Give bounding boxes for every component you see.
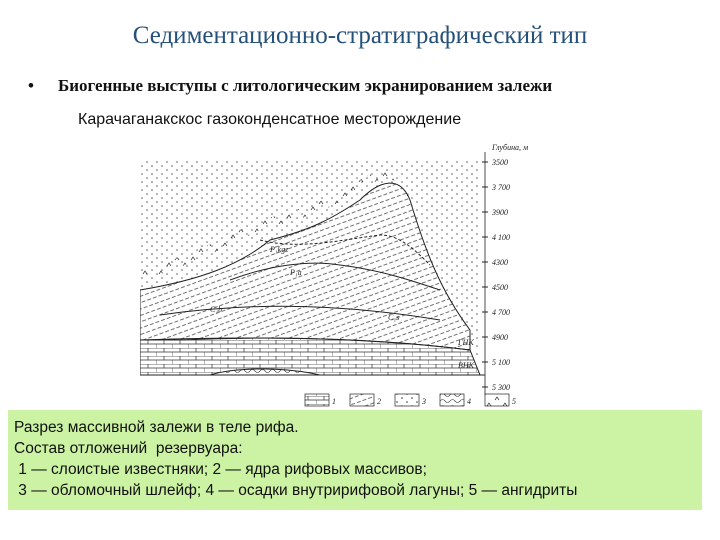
horizon [259, 234, 431, 266]
caption-line: 1 — слоистые известняки; 2 — ядра рифовы… [14, 461, 427, 478]
legend-swatch [349, 393, 375, 407]
lagoon [210, 368, 320, 375]
layer-label: ГНК [457, 338, 474, 347]
layer-label: P₁kgz [269, 245, 289, 254]
depth-label: 4300 [492, 258, 508, 267]
horizon [229, 262, 441, 291]
bullet-text: Биогенные выступы с литологическим экран… [58, 76, 553, 95]
depth-label: 3900 [491, 208, 508, 217]
depth-label: 5 100 [492, 358, 510, 367]
title: Седиментационно-стратиграфический тип [132, 22, 588, 49]
legend-number: 3 [421, 397, 426, 406]
legend-number: 2 [377, 397, 381, 406]
depth-label: 4 100 [492, 233, 510, 242]
legend-number: 5 [512, 397, 516, 406]
caption-line: Разрез массивной залежи в теле рифа. [14, 419, 299, 436]
cross-section: Глубина, м 3500 3 700 3900 4 100 4300 4500 4 7… [140, 143, 528, 407]
depth-label: 4 700 [492, 308, 510, 317]
legend-swatch [484, 393, 510, 407]
legend-swatch [439, 393, 465, 407]
legend-number: 4 [467, 397, 471, 406]
layer-label: P₁a [289, 268, 302, 277]
legend-swatch [304, 393, 330, 407]
horizon [159, 305, 441, 321]
depth-label: 4900 [492, 333, 508, 342]
layer-label: C₁s [388, 313, 399, 322]
depth-title: Глубина, м [491, 143, 528, 152]
subtitle: Карачаганакскос газоконденсатное месторо… [78, 111, 462, 128]
caret-layer [140, 171, 409, 280]
layer-label: C₁b [210, 305, 222, 314]
caption-line: Состав отложений резервуара: [14, 440, 243, 457]
legend-swatch [394, 393, 420, 407]
layer-label: ВНК [458, 361, 475, 370]
caption-line: 3 — обломочный шлейф; 4 — осадки внутрир… [14, 482, 578, 499]
depth-label: 3 700 [491, 183, 510, 192]
depth-label: 5 300 [492, 383, 510, 392]
depth-label: 4500 [492, 283, 508, 292]
depth-label: 3500 [491, 158, 508, 167]
caption: Разрез массивной залежи в теле рифа. Сост… [8, 410, 702, 510]
legend-number: 1 [332, 397, 336, 406]
